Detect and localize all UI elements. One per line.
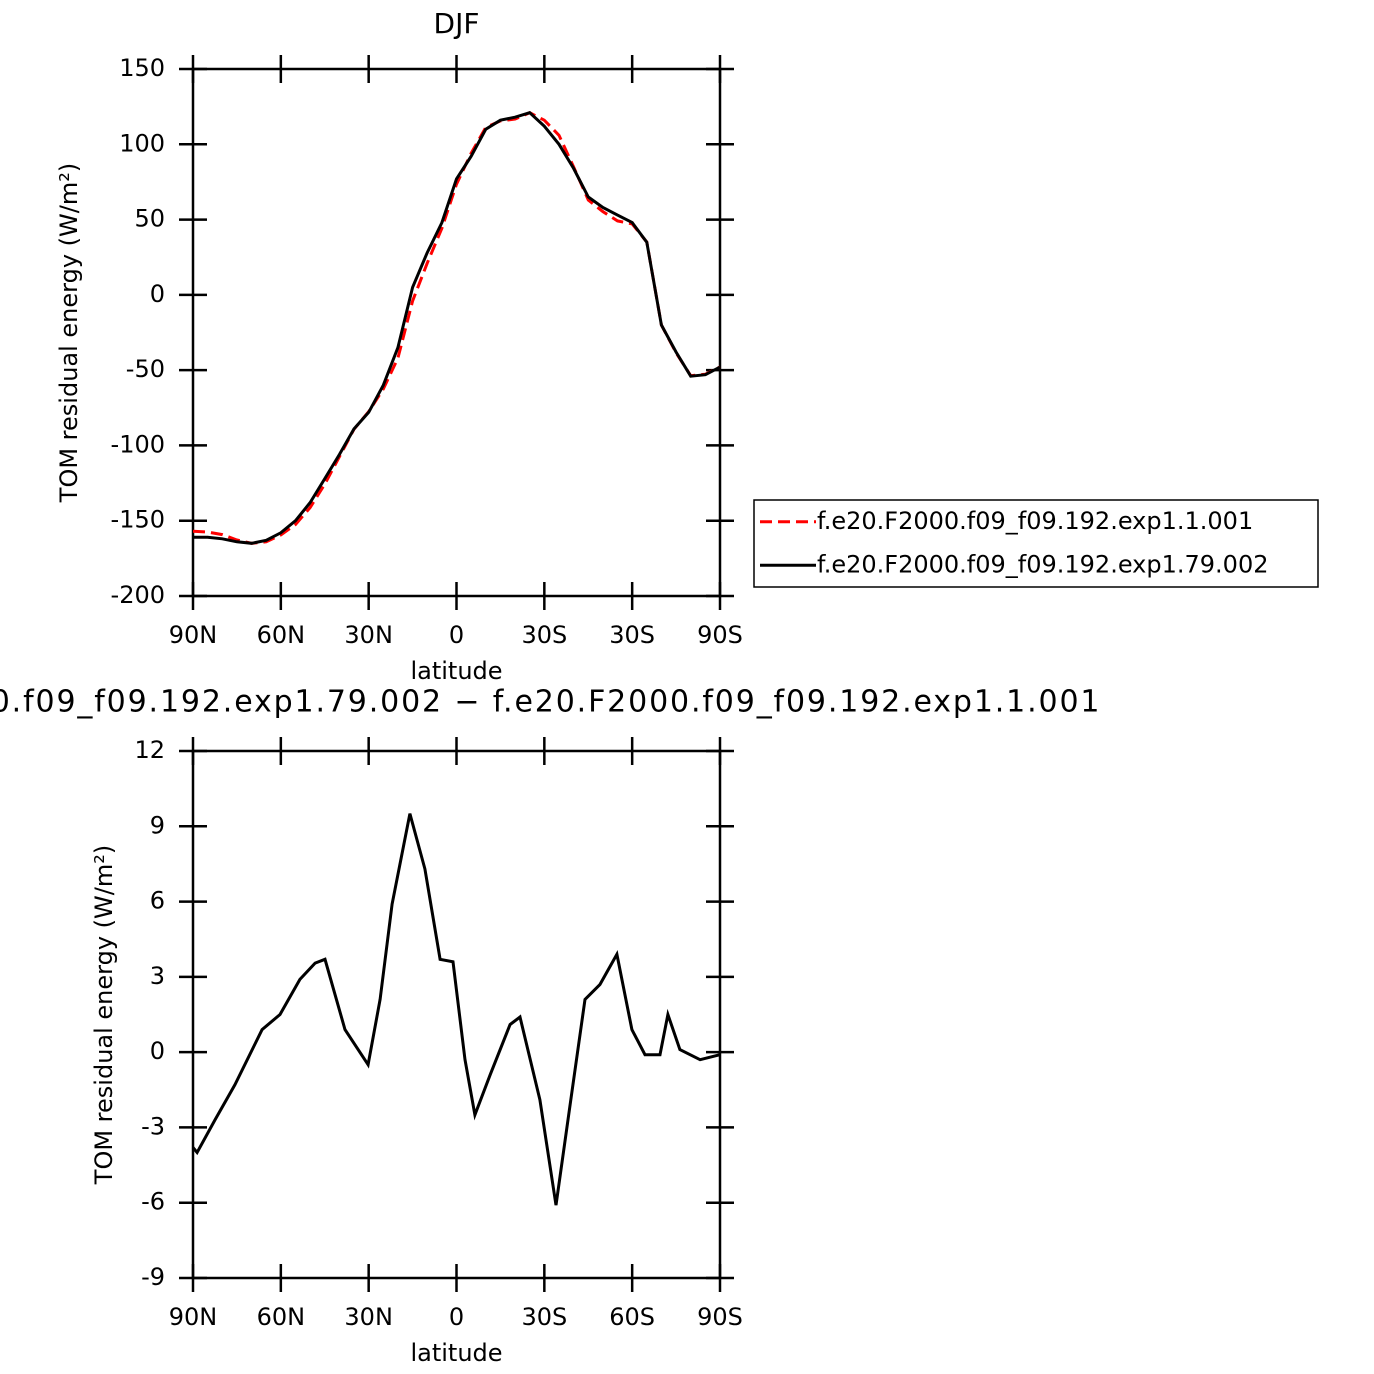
x-tick-label: 60S <box>609 1303 655 1331</box>
y-tick-label: -6 <box>141 1188 165 1216</box>
y-tick-label: 3 <box>150 962 165 990</box>
chart-title: f.e20.F2000.f09_f09.192.exp1.79.002 − f.… <box>0 685 1100 720</box>
x-tick-label: 60N <box>257 621 306 649</box>
x-tick-label: 30N <box>344 621 393 649</box>
y-tick-label: 9 <box>150 811 165 839</box>
legend-label: f.e20.F2000.f09_f09.192.exp1.79.002 <box>817 550 1268 578</box>
y-tick-label: 50 <box>134 205 165 233</box>
x-tick-label: 90S <box>697 621 743 649</box>
x-tick-label: 30S <box>609 621 655 649</box>
y-tick-label: 12 <box>134 736 165 764</box>
x-axis-label: latitude <box>410 1339 502 1367</box>
y-tick-label: -200 <box>111 581 165 609</box>
x-tick-label: 90N <box>169 1303 218 1331</box>
y-tick-label: 0 <box>150 1037 165 1065</box>
x-tick-label: 90S <box>697 1303 743 1331</box>
y-axis-label: TOM residual energy (W/m²) <box>90 845 118 1185</box>
legend-label: f.e20.F2000.f09_f09.192.exp1.1.001 <box>817 507 1253 535</box>
x-axis-label: latitude <box>410 657 502 685</box>
data-line <box>193 111 721 545</box>
x-tick-label: 0 <box>449 621 464 649</box>
y-tick-label: -3 <box>141 1112 165 1140</box>
y-tick-label: -100 <box>111 430 165 458</box>
y-tick-label: 150 <box>119 54 165 82</box>
y-tick-label: 0 <box>150 280 165 308</box>
chart-title: DJF <box>434 7 480 40</box>
x-tick-label: 30S <box>521 1303 567 1331</box>
y-tick-label: -9 <box>141 1263 165 1291</box>
x-tick-label: 30S <box>521 621 567 649</box>
y-tick-label: 6 <box>150 887 165 915</box>
data-line <box>191 813 721 1206</box>
legend-box <box>753 499 1319 588</box>
y-tick-label: -50 <box>126 355 165 383</box>
x-tick-label: 0 <box>449 1303 464 1331</box>
y-tick-label: -150 <box>111 506 165 534</box>
plot-frame <box>191 749 722 1280</box>
y-tick-label: 100 <box>119 129 165 157</box>
x-tick-label: 60N <box>257 1303 306 1331</box>
x-tick-label: 90N <box>169 621 218 649</box>
plot-frame <box>191 67 722 598</box>
x-tick-label: 30N <box>344 1303 393 1331</box>
y-axis-label: TOM residual energy (W/m²) <box>55 163 83 503</box>
